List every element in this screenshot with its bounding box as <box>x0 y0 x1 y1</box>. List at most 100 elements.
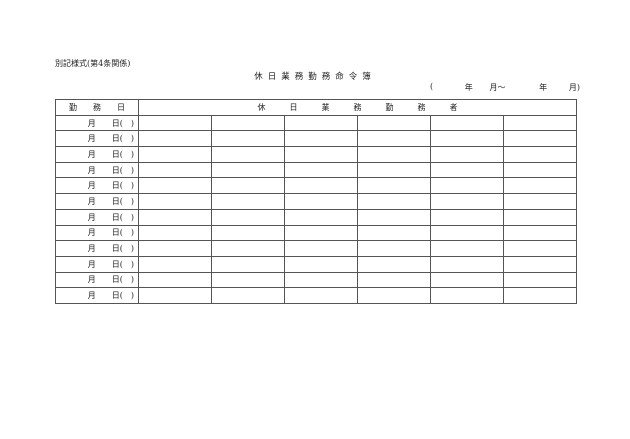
worker-cell[interactable] <box>284 161 358 179</box>
worker-cell[interactable] <box>357 287 431 304</box>
worker-cell[interactable] <box>430 146 504 163</box>
table-row: 月 日( ) <box>55 146 577 163</box>
period-year1: 年 <box>464 83 473 92</box>
worker-cell[interactable] <box>430 177 504 195</box>
worker-cell[interactable] <box>211 114 285 132</box>
worker-cell[interactable] <box>138 287 212 304</box>
period-year2: 年 <box>539 83 548 92</box>
worker-cell[interactable] <box>211 287 285 304</box>
date-cell[interactable]: 月 日( ) <box>55 240 139 257</box>
worker-cell[interactable] <box>284 177 358 195</box>
worker-cell[interactable] <box>211 130 285 148</box>
worker-cell[interactable] <box>503 177 577 195</box>
worker-cell[interactable] <box>430 193 504 210</box>
worker-cell[interactable] <box>430 130 504 148</box>
worker-cell[interactable] <box>503 255 577 273</box>
worker-cell[interactable] <box>138 193 212 210</box>
worker-cell[interactable] <box>503 208 577 226</box>
worker-cell[interactable] <box>284 271 358 289</box>
worker-cell[interactable] <box>284 130 358 148</box>
worker-cell[interactable] <box>211 255 285 273</box>
worker-cell[interactable] <box>211 240 285 257</box>
table-row: 月 日( ) <box>55 224 577 242</box>
date-cell[interactable]: 月 日( ) <box>55 146 139 163</box>
worker-cell[interactable] <box>138 224 212 242</box>
worker-cell[interactable] <box>357 255 431 273</box>
date-cell[interactable]: 月 日( ) <box>55 255 139 273</box>
worker-cell[interactable] <box>357 271 431 289</box>
worker-cell[interactable] <box>503 271 577 289</box>
worker-cell[interactable] <box>284 255 358 273</box>
worker-cell[interactable] <box>138 240 212 257</box>
date-cell[interactable]: 月 日( ) <box>55 161 139 179</box>
worker-cell[interactable] <box>284 114 358 132</box>
worker-cell[interactable] <box>430 240 504 257</box>
worker-cell[interactable] <box>503 161 577 179</box>
worker-cell[interactable] <box>357 161 431 179</box>
worker-cell[interactable] <box>357 240 431 257</box>
worker-cell[interactable] <box>503 224 577 242</box>
worker-cell[interactable] <box>284 208 358 226</box>
date-cell[interactable]: 月 日( ) <box>55 208 139 226</box>
date-cell[interactable]: 月 日( ) <box>55 224 139 242</box>
table-row: 月 日( ) <box>55 240 577 257</box>
worker-cell[interactable] <box>430 161 504 179</box>
worker-cell[interactable] <box>138 177 212 195</box>
worker-cell[interactable] <box>138 208 212 226</box>
date-cell[interactable]: 月 日( ) <box>55 114 139 132</box>
worker-cell[interactable] <box>357 208 431 226</box>
table-row: 月 日( ) <box>55 255 577 273</box>
table-row: 月 日( ) <box>55 208 577 226</box>
table-row: 月 日( ) <box>55 161 577 179</box>
worker-cell[interactable] <box>430 271 504 289</box>
worker-cell[interactable] <box>503 240 577 257</box>
worker-cell[interactable] <box>138 271 212 289</box>
worker-cell[interactable] <box>503 114 577 132</box>
worker-cell[interactable] <box>211 224 285 242</box>
period-close: 月) <box>568 83 580 92</box>
worker-cell[interactable] <box>430 287 504 304</box>
table-row: 月 日( ) <box>55 130 577 148</box>
date-cell[interactable]: 月 日( ) <box>55 193 139 210</box>
worker-cell[interactable] <box>503 146 577 163</box>
worker-cell[interactable] <box>430 114 504 132</box>
header-workers: 休 日 業 務 勤 務 者 <box>138 99 577 116</box>
worker-cell[interactable] <box>357 146 431 163</box>
worker-cell[interactable] <box>357 130 431 148</box>
worker-cell[interactable] <box>357 114 431 132</box>
worker-cell[interactable] <box>138 114 212 132</box>
worker-cell[interactable] <box>357 224 431 242</box>
worker-cell[interactable] <box>357 193 431 210</box>
worker-cell[interactable] <box>430 224 504 242</box>
header-date: 勤 務 日 <box>55 99 139 116</box>
worker-cell[interactable] <box>138 255 212 273</box>
date-cell[interactable]: 月 日( ) <box>55 177 139 195</box>
worker-cell[interactable] <box>284 224 358 242</box>
worker-cell[interactable] <box>284 240 358 257</box>
worker-cell[interactable] <box>211 208 285 226</box>
worker-cell[interactable] <box>138 146 212 163</box>
worker-cell[interactable] <box>357 177 431 195</box>
worker-cell[interactable] <box>211 146 285 163</box>
worker-cell[interactable] <box>503 130 577 148</box>
worker-cell[interactable] <box>503 287 577 304</box>
worker-cell[interactable] <box>211 177 285 195</box>
worker-cell[interactable] <box>211 271 285 289</box>
worker-cell[interactable] <box>284 193 358 210</box>
worker-cell[interactable] <box>138 161 212 179</box>
period-open: ( <box>430 82 434 91</box>
date-cell[interactable]: 月 日( ) <box>55 271 139 289</box>
date-cell[interactable]: 月 日( ) <box>55 287 139 304</box>
worker-cell[interactable] <box>211 193 285 210</box>
worker-cell[interactable] <box>430 208 504 226</box>
worker-cell[interactable] <box>503 193 577 210</box>
table-row: 月 日( ) <box>55 177 577 195</box>
worker-cell[interactable] <box>284 287 358 304</box>
date-cell[interactable]: 月 日( ) <box>55 130 139 148</box>
worker-cell[interactable] <box>284 146 358 163</box>
period-month1: 月～ <box>489 83 506 92</box>
worker-cell[interactable] <box>138 130 212 148</box>
page-title: 休日業務勤務命令簿 <box>254 72 376 82</box>
worker-cell[interactable] <box>211 161 285 179</box>
worker-cell[interactable] <box>430 255 504 273</box>
